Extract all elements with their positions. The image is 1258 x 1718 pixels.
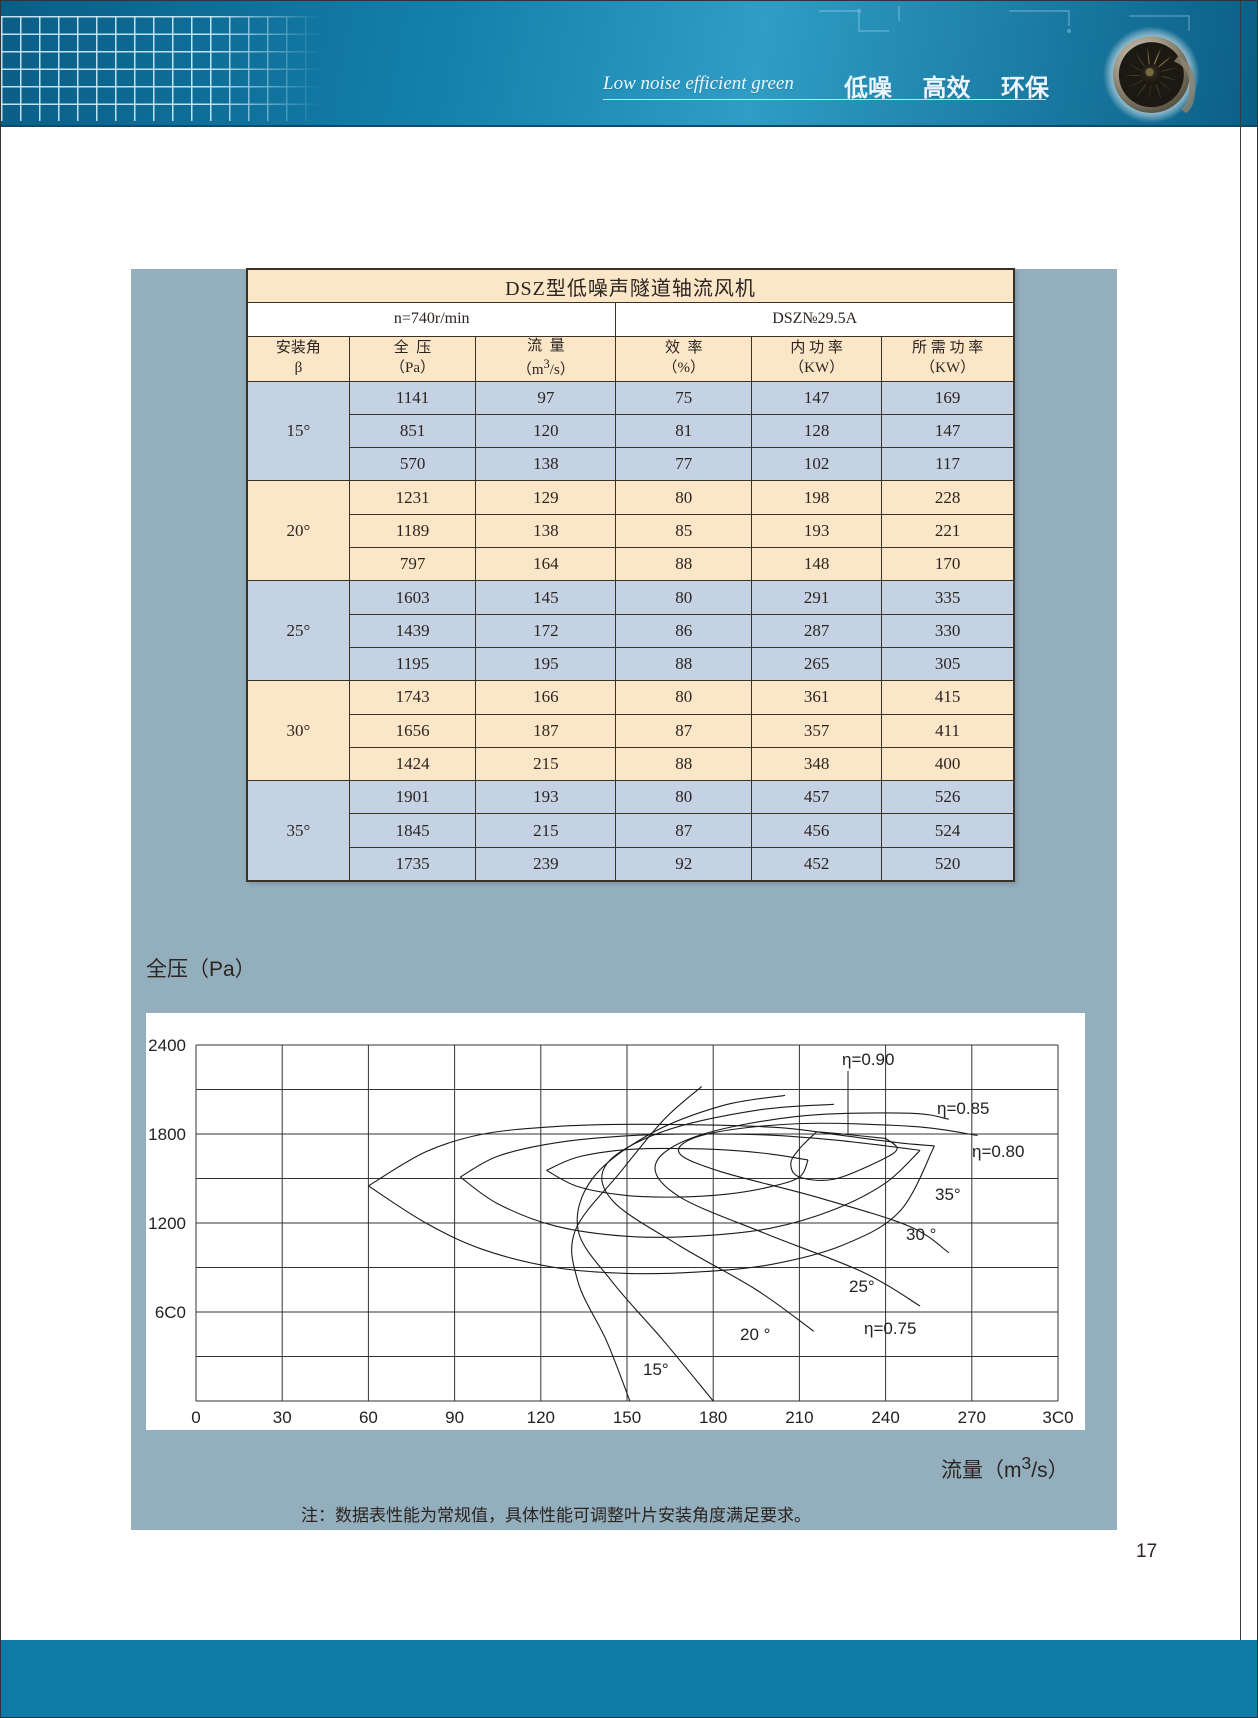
svg-text:210: 210 — [785, 1408, 813, 1427]
svg-text:30: 30 — [273, 1408, 292, 1427]
svg-text:90: 90 — [445, 1408, 464, 1427]
svg-text:3C0: 3C0 — [1042, 1408, 1073, 1427]
svg-text:30 °: 30 ° — [906, 1225, 936, 1244]
svg-text:150: 150 — [613, 1408, 641, 1427]
svg-text:η=0.80: η=0.80 — [972, 1142, 1024, 1161]
svg-text:60: 60 — [359, 1408, 378, 1427]
svg-text:1200: 1200 — [148, 1214, 186, 1233]
svg-text:η=0.85: η=0.85 — [937, 1099, 989, 1118]
svg-text:η=0.75: η=0.75 — [864, 1319, 916, 1338]
svg-text:15°: 15° — [643, 1360, 669, 1379]
svg-text:1800: 1800 — [148, 1125, 186, 1144]
svg-text:0: 0 — [191, 1408, 200, 1427]
svg-text:6C0: 6C0 — [155, 1303, 186, 1322]
svg-text:20 °: 20 ° — [740, 1325, 770, 1344]
svg-text:35°: 35° — [935, 1185, 961, 1204]
svg-text:2400: 2400 — [148, 1036, 186, 1055]
svg-text:240: 240 — [871, 1408, 899, 1427]
svg-text:270: 270 — [958, 1408, 986, 1427]
svg-text:η=0.90: η=0.90 — [842, 1050, 894, 1069]
svg-text:25°: 25° — [849, 1277, 875, 1296]
svg-text:180: 180 — [699, 1408, 727, 1427]
svg-text:120: 120 — [527, 1408, 555, 1427]
